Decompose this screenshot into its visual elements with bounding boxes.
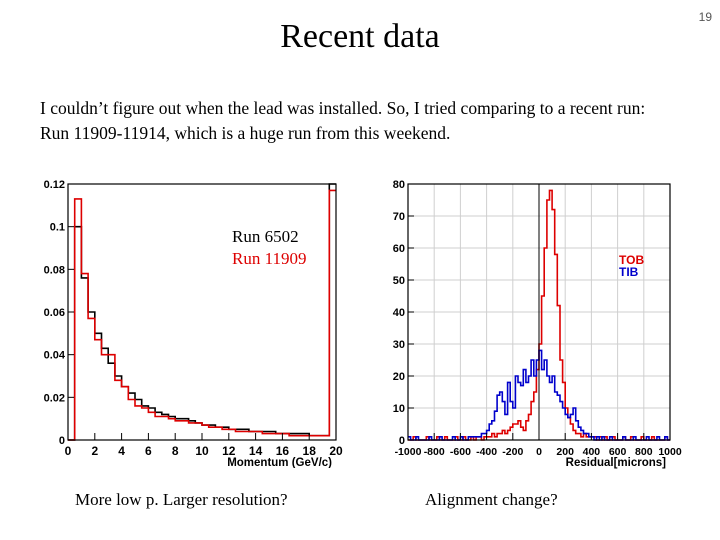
x-tick-label: -200	[502, 446, 523, 458]
x-tick-label: -600	[450, 446, 471, 458]
x-tick-label: 10	[195, 444, 209, 458]
x-tick-label: 2	[91, 444, 98, 458]
x-tick-label: 600	[609, 446, 627, 458]
residual-histogram: 0 10 20 30 40 50 60 70 80 -1000 -800 -600 -400 -200 0 2…	[356, 176, 696, 476]
x-tick-label: -800	[424, 446, 445, 458]
legend-tib: TIB	[619, 265, 639, 279]
x-tick-label: 4	[118, 444, 125, 458]
y-tick-label: 20	[393, 371, 405, 383]
y-tick-label: 0.06	[44, 307, 65, 319]
x-tick-label: 0	[65, 444, 72, 458]
x-tick-label: 1000	[658, 446, 682, 458]
momentum-histogram: 0 0.02 0.04 0.06 0.08 0.1 0.12 0 2 4 6 8 10 12 14 16 18 2…	[30, 176, 350, 468]
x-tick-label: -1000	[395, 446, 422, 458]
y-tick-label: 0.02	[44, 392, 65, 404]
x-tick-label: 200	[556, 446, 574, 458]
x-axis-label: Residual[microns]	[566, 457, 666, 469]
slide-title: Recent data	[280, 18, 440, 55]
x-axis-label: Momentum (GeV/c)	[227, 457, 332, 468]
y-tick-label: 50	[393, 275, 405, 287]
y-tick-label: 30	[393, 339, 405, 351]
left-caption: More low p. Larger resolution?	[75, 490, 288, 509]
x-tick-label: 20	[329, 444, 343, 458]
page-number: 19	[698, 10, 712, 24]
x-tick-label: 0	[536, 446, 542, 458]
body-line: Run 11909-11914, which is a huge run fro…	[40, 123, 451, 143]
x-tick-label: 18	[303, 444, 317, 458]
x-tick-label: 12	[222, 444, 236, 458]
x-tick-label: 800	[635, 446, 653, 458]
x-tick-label: 14	[249, 444, 263, 458]
legend-run-11909: Run 11909	[232, 249, 306, 268]
x-tick-label: 8	[172, 444, 179, 458]
y-tick-label: 40	[393, 307, 405, 319]
x-tick-label: -400	[476, 446, 497, 458]
legend-run-6502: Run 6502	[232, 227, 299, 246]
x-tick-label: 16	[276, 444, 290, 458]
y-tick-label: 10	[393, 403, 405, 415]
y-tick-label: 0	[399, 435, 405, 447]
y-tick-label: 0.08	[44, 264, 65, 276]
legend-tob: TOB	[619, 253, 644, 267]
y-tick-label: 0.04	[44, 350, 66, 362]
x-tick-label: 6	[145, 444, 152, 458]
y-tick-label: 0.1	[50, 222, 65, 234]
y-tick-label: 0.12	[44, 179, 65, 191]
y-tick-label: 60	[393, 243, 405, 255]
body-text: I couldn’t figure out when the lead was …	[40, 96, 700, 146]
y-tick-label: 80	[393, 179, 405, 191]
y-tick-label: 0	[59, 435, 65, 447]
series-line-run-11909	[68, 189, 336, 441]
right-caption: Alignment change?	[425, 490, 558, 509]
y-tick-label: 70	[393, 211, 405, 223]
body-line: I couldn’t figure out when the lead was …	[40, 98, 646, 118]
chart-background	[30, 176, 350, 468]
x-tick-label: 400	[583, 446, 601, 458]
